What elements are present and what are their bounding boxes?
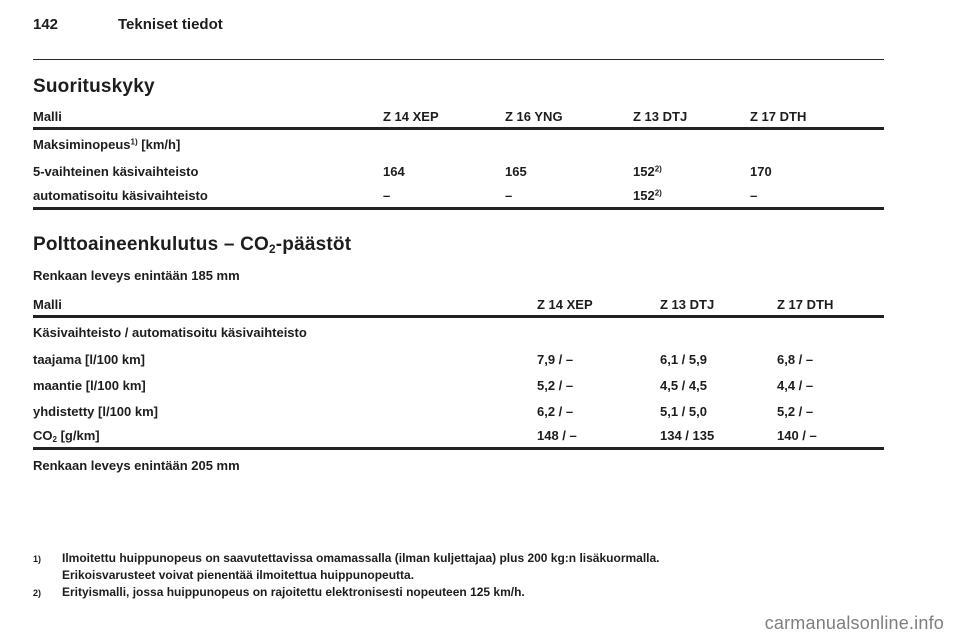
footnote: 2) Erityismalli, jossa huippunopeus on r… <box>33 584 884 602</box>
cell-value: 4,5 / 4,5 <box>660 377 707 393</box>
group-label-row: Maksiminopeus1) [km/h] <box>33 130 884 158</box>
engine-code: Z 16 YNG <box>505 109 563 124</box>
cell-value: 6,1 / 5,9 <box>660 351 707 367</box>
cell-value: 5,1 / 5,0 <box>660 403 707 419</box>
cell-value: – <box>505 188 513 203</box>
table-row: yhdistetty [l/100 km] 6,2 / – 5,1 / 5,0 … <box>33 398 884 424</box>
cell-value: 134 / 135 <box>660 428 715 443</box>
row-label: maantie [l/100 km] <box>33 377 146 393</box>
footnote-marker: 2) <box>33 588 42 598</box>
cell-value: 4,4 / – <box>777 377 814 393</box>
page-number: 142 <box>33 16 59 33</box>
table-row: 5-vaihteinen käsivaihteisto 164 165 1522… <box>33 158 884 184</box>
tire-note-205: Renkaan leveys enintään 205 mm <box>33 458 240 473</box>
table-header-row: Malli Z 14 XEP Z 16 YNG Z 13 DTJ Z 17 DT… <box>33 106 884 130</box>
section-title-fuel: Polttoaineenkulutus – CO2-päästöt <box>33 234 352 256</box>
cell-value: 7,9 / – <box>537 351 574 367</box>
row-label: taajama [l/100 km] <box>33 351 146 367</box>
cell-value: 6,8 / – <box>777 351 814 367</box>
table-row: taajama [l/100 km] 7,9 / – 6,1 / 5,9 6,8… <box>33 346 884 372</box>
footnotes: 1) Ilmoitettu huippunopeus on saavutetta… <box>33 550 884 602</box>
cell-value: 148 / – <box>537 428 577 443</box>
table-header-row: Malli Z 14 XEP Z 13 DTJ Z 17 DTH <box>33 294 884 318</box>
footnote-text: Ilmoitettu huippunopeus on saavutettavis… <box>62 551 660 582</box>
cell-value: 170 <box>750 163 772 179</box>
table-row: maantie [l/100 km] 5,2 / – 4,5 / 4,5 4,4… <box>33 372 884 398</box>
cell-value: 5,2 / – <box>537 377 574 393</box>
column-header-model: Malli <box>33 109 62 124</box>
row-label: yhdistetty [l/100 km] <box>33 403 158 419</box>
engine-code: Z 14 XEP <box>383 109 439 124</box>
row-label: CO2 [g/km] <box>33 427 100 444</box>
cell-value: 1522) <box>633 188 662 203</box>
cell-value: 164 <box>383 163 405 179</box>
engine-code: Z 13 DTJ <box>633 109 688 124</box>
chapter-title: Tekniset tiedot <box>118 16 223 33</box>
engine-code: Z 17 DTH <box>750 109 807 124</box>
section-title-performance: Suorituskyky <box>33 76 155 97</box>
engine-code: Z 17 DTH <box>777 297 834 312</box>
table-row: automatisoitu käsivaihteisto – – 1522) – <box>33 184 884 210</box>
cell-value: 1522) <box>633 163 662 179</box>
row-label: Maksiminopeus1) [km/h] <box>33 136 181 152</box>
subscript-2: 2 <box>269 242 276 256</box>
footnote-ref: 2) <box>654 188 662 198</box>
engine-code: Z 13 DTJ <box>660 297 715 312</box>
watermark-carmanualsonline: carmanualsonline.info <box>764 613 944 633</box>
cell-value: 5,2 / – <box>777 403 814 419</box>
footnote-marker: 1) <box>33 554 42 564</box>
performance-table: Malli Z 14 XEP Z 16 YNG Z 13 DTJ Z 17 DT… <box>33 106 884 210</box>
table-row-co2: CO2 [g/km] 148 / – 134 / 135 140 / – <box>33 424 884 450</box>
cell-value: – <box>383 188 391 203</box>
page-header: 142 Tekniset tiedot <box>33 16 884 33</box>
footnote-ref: 2) <box>654 164 662 174</box>
cell-value: – <box>750 188 758 203</box>
footnote-ref: 1) <box>130 137 138 147</box>
header-divider <box>33 59 884 60</box>
group-label-row: Käsivaihteisto / automatisoitu käsivaiht… <box>33 318 884 346</box>
footnote-text: Erityismalli, jossa huippunopeus on rajo… <box>62 585 525 599</box>
cell-value: 165 <box>505 163 527 179</box>
tire-note-185: Renkaan leveys enintään 185 mm <box>33 268 240 283</box>
column-header-model: Malli <box>33 297 62 312</box>
cell-value: 6,2 / – <box>537 403 574 419</box>
row-label: Käsivaihteisto / automatisoitu käsivaiht… <box>33 324 307 340</box>
cell-value: 140 / – <box>777 428 817 443</box>
subscript-2: 2 <box>52 434 57 444</box>
fuel-table: Malli Z 14 XEP Z 13 DTJ Z 17 DTH Käsivai… <box>33 294 884 450</box>
row-label: automatisoitu käsivaihteisto <box>33 188 208 203</box>
row-label: 5-vaihteinen käsivaihteisto <box>33 163 199 179</box>
engine-code: Z 14 XEP <box>537 297 593 312</box>
footnote: 1) Ilmoitettu huippunopeus on saavutetta… <box>33 550 884 584</box>
